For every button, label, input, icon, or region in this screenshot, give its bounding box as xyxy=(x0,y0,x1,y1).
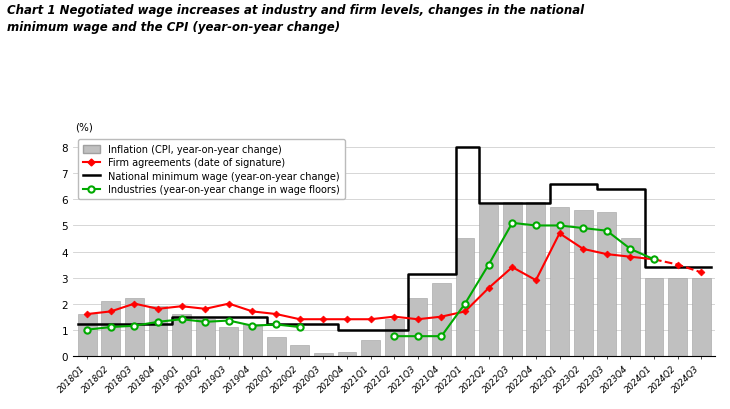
Bar xyxy=(621,239,639,356)
Text: Chart 1 Negotiated wage increases at industry and firm levels, changes in the na: Chart 1 Negotiated wage increases at ind… xyxy=(7,4,585,34)
Bar xyxy=(125,299,144,356)
Bar xyxy=(220,327,238,356)
Bar xyxy=(172,314,191,356)
Bar xyxy=(149,306,167,356)
Bar xyxy=(668,278,687,356)
Bar xyxy=(266,338,285,356)
Bar xyxy=(408,299,427,356)
Bar xyxy=(432,283,451,356)
Bar xyxy=(550,208,569,356)
Bar xyxy=(597,213,616,356)
Bar xyxy=(479,205,498,356)
Bar xyxy=(196,319,215,356)
Bar xyxy=(503,202,522,356)
Bar xyxy=(243,325,262,356)
Bar xyxy=(456,239,474,356)
Bar xyxy=(101,301,120,356)
Bar xyxy=(291,346,310,356)
Bar xyxy=(314,353,333,356)
Bar xyxy=(645,278,664,356)
Bar xyxy=(692,278,711,356)
Bar xyxy=(77,314,96,356)
Legend: Inflation (CPI, year-on-year change), Firm agreements (date of signature), Natio: Inflation (CPI, year-on-year change), Fi… xyxy=(78,140,345,200)
Bar xyxy=(361,340,380,356)
Bar xyxy=(574,210,593,356)
Text: (%): (%) xyxy=(75,122,93,133)
Bar xyxy=(526,202,545,356)
Bar xyxy=(385,319,404,356)
Bar xyxy=(337,352,356,356)
